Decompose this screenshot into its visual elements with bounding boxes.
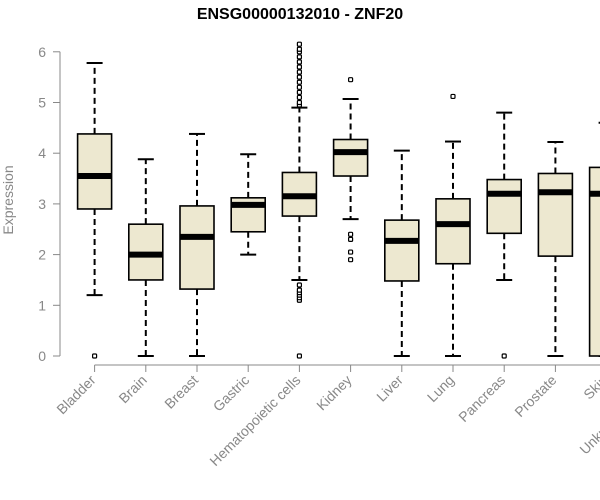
x-tick-label: Bladder: [53, 372, 99, 418]
outlier-point: [296, 84, 302, 90]
box: [588, 166, 600, 357]
y-tick-label: 6: [38, 44, 46, 60]
x-tick-label: Hematopoietic cells: [206, 372, 303, 469]
outlier-point: [91, 353, 98, 359]
outlier-point: [296, 74, 302, 80]
outlier-point: [296, 69, 302, 75]
x-tick-label: Kidney: [313, 372, 355, 414]
outlier-point: [296, 79, 302, 85]
y-tick-label: 1: [38, 297, 46, 313]
outlier-point: [296, 54, 302, 60]
x-tick-label: Breast: [161, 372, 201, 412]
outlier-point: [348, 249, 354, 255]
outlier-point: [501, 353, 507, 359]
box: [332, 138, 369, 177]
outlier-point: [296, 59, 302, 65]
x-tick-label: Gastric: [210, 372, 253, 415]
outlier-point: [348, 231, 354, 237]
outlier-point: [348, 77, 354, 83]
box: [486, 178, 523, 235]
x-tick-label: Brain: [115, 372, 149, 406]
outlier-point: [296, 41, 302, 47]
outlier-point: [296, 99, 302, 106]
y-tick-label: 2: [38, 247, 46, 263]
box: [435, 198, 471, 265]
y-tick-label: 4: [38, 145, 46, 161]
box: [76, 133, 113, 210]
chart-title: ENSG00000132010 - ZNF20: [196, 6, 404, 23]
outlier-point: [296, 94, 302, 101]
outlier-point: [348, 236, 354, 242]
x-tick-label: Lung: [424, 372, 457, 405]
y-tick-label: 5: [38, 95, 46, 111]
outlier-point: [348, 257, 354, 263]
x-tick-label: Liver: [373, 372, 406, 405]
box: [383, 219, 420, 282]
box: [537, 172, 574, 257]
outlier-point: [296, 46, 302, 52]
outlier-point: [296, 353, 302, 359]
y-tick-label: 0: [38, 348, 46, 364]
outlier-point: [296, 89, 302, 95]
x-tick-label: Prostate: [511, 372, 559, 420]
x-tick-label: Skin: [580, 372, 600, 403]
outlier-point: [450, 93, 456, 100]
y-tick-label: 3: [38, 196, 46, 212]
outlier-point: [296, 287, 302, 293]
x-tick-label: Pancreas: [455, 372, 508, 425]
outlier-point: [296, 64, 302, 70]
outlier-point: [296, 282, 302, 288]
y-axis-label: Expression: [0, 165, 16, 234]
box: [179, 205, 215, 290]
